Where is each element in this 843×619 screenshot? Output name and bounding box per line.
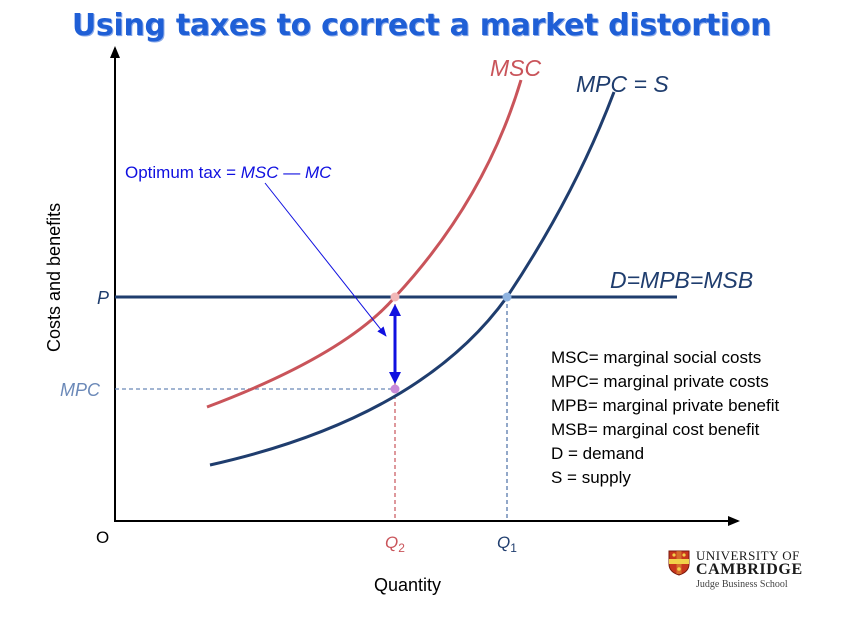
mpc-demand-point (502, 292, 512, 302)
logo-line-1: UNIVERSITY OF (696, 548, 800, 563)
mpc-q2-point (390, 384, 400, 394)
tax-arrow-head-top (389, 304, 401, 316)
x-tick-q2-sub: 2 (398, 541, 405, 555)
x-tick-q1-main: Q (497, 533, 510, 552)
msc-demand-point (390, 292, 400, 302)
logo-line-2: CAMBRIDGE (696, 561, 803, 578)
x-tick-q1-sub: 1 (510, 541, 517, 555)
y-axis-label: Costs and benefits (44, 203, 64, 352)
demand-label: D=MPB=MSB (610, 267, 753, 293)
legend-item: MSB= marginal cost benefit (551, 420, 760, 439)
legend-item: MSC= marginal social costs (551, 348, 761, 367)
mpc-supply-curve (209, 91, 616, 467)
annotation-prefix: Optimum tax = (125, 163, 241, 182)
legend-item: MPB= marginal private benefit (551, 396, 779, 415)
y-tick-p: P (97, 288, 109, 308)
mpc-supply-label: MPC = S (576, 71, 669, 97)
slide-title: Using taxes to correct a market distorti… (71, 8, 772, 43)
logo-line-3: Judge Business School (696, 579, 788, 590)
origin-label: O (96, 528, 109, 547)
x-tick-q2-main: Q (385, 533, 398, 552)
x-tick-q2: Q2 (385, 533, 405, 555)
tax-arrow-head-bottom (389, 372, 401, 384)
msc-label: MSC (490, 55, 542, 81)
annotation-term-mc: MC (305, 163, 332, 182)
legend-item: MPC= marginal private costs (551, 372, 769, 391)
annotation-pointer (264, 182, 387, 337)
legend-item: D = demand (551, 444, 644, 463)
legend-item: S = supply (551, 468, 631, 487)
msc-curve (206, 79, 523, 409)
y-tick-mpc: MPC (60, 380, 101, 400)
x-tick-q1: Q1 (497, 533, 517, 555)
annotation-minus: — (279, 163, 305, 182)
x-axis-label: Quantity (374, 575, 441, 595)
shield-icon (668, 550, 690, 576)
university-logo: UNIVERSITY OF CAMBRIDGE Judge Business S… (668, 548, 818, 596)
legend: MSC= marginal social costs MPC= marginal… (551, 348, 779, 487)
optimum-tax-annotation: Optimum tax = MSC — MC (125, 163, 332, 182)
annotation-term-msc: MSC (241, 163, 280, 182)
